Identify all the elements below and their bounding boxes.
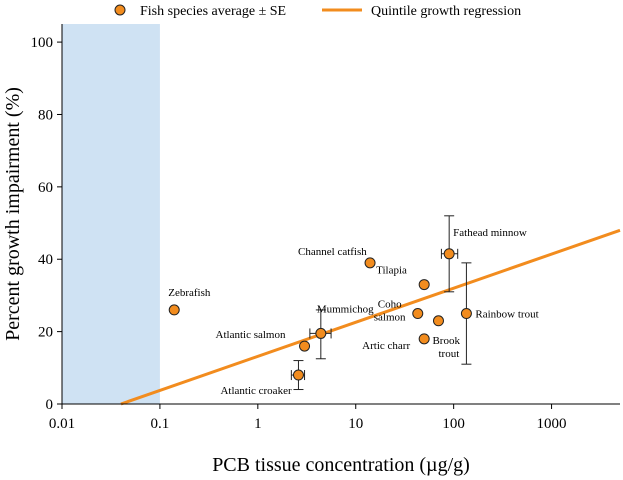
data-point	[418, 279, 430, 291]
data-point	[299, 340, 311, 352]
point-label: Mummichog	[317, 303, 374, 315]
point-label: Channel catfish	[298, 246, 367, 258]
points-group: Zebrafish Channel catfish Fathead minnow Ti…	[168, 215, 539, 397]
point-label: Coho salmon	[374, 299, 406, 324]
y-tick-label: 40	[38, 252, 53, 268]
data-point	[292, 369, 304, 381]
legend-marker-points	[114, 4, 126, 16]
data-point	[443, 248, 455, 260]
point-label: Fathead minnow	[453, 227, 527, 239]
regression-line	[120, 228, 621, 406]
y-tick-label: 60	[38, 180, 53, 196]
regression-line-group	[120, 228, 621, 406]
data-point	[418, 333, 430, 345]
data-point	[168, 304, 180, 316]
y-tick-label: 100	[31, 35, 54, 51]
y-axis-title: Percent growth impairment (%)	[2, 87, 24, 341]
point-label: Tilapia	[376, 265, 407, 277]
x-axis-title: PCB tissue concentration (µg/g)	[212, 454, 470, 476]
data-point	[412, 308, 424, 320]
point-label: Artic charr	[362, 340, 410, 352]
data-point	[460, 308, 472, 320]
x-tick-label: 10	[348, 416, 363, 432]
legend-label-line: Quintile growth regression	[371, 4, 521, 19]
legend: Fish species average ± SE Quintile growt…	[114, 4, 521, 19]
y-tick-label: 0	[46, 397, 54, 413]
data-point	[315, 327, 327, 339]
y-tick-label: 20	[38, 325, 53, 341]
data-point	[364, 257, 376, 269]
y-tick-label: 80	[38, 107, 53, 123]
data-point	[432, 315, 444, 327]
point-label: Zebrafish	[168, 287, 211, 299]
axis-ticks: 0.01 0.1 1 10 100 1000 0 20 40 60 80 100	[31, 35, 567, 432]
x-tick-label: 1	[254, 416, 262, 432]
point-label: Rainbow trout	[475, 309, 538, 321]
x-tick-label: 0.1	[151, 416, 170, 432]
x-tick-label: 100	[442, 416, 465, 432]
axes	[61, 24, 620, 405]
x-tick-label: 1000	[537, 416, 567, 432]
legend-label-points: Fish species average ± SE	[140, 4, 286, 19]
x-tick-label: 0.01	[49, 416, 75, 432]
point-label: Brook trout	[432, 335, 460, 360]
point-label: Atlantic croaker	[220, 385, 291, 397]
point-label: Atlantic salmon	[216, 329, 286, 341]
shaded-region	[62, 24, 160, 404]
